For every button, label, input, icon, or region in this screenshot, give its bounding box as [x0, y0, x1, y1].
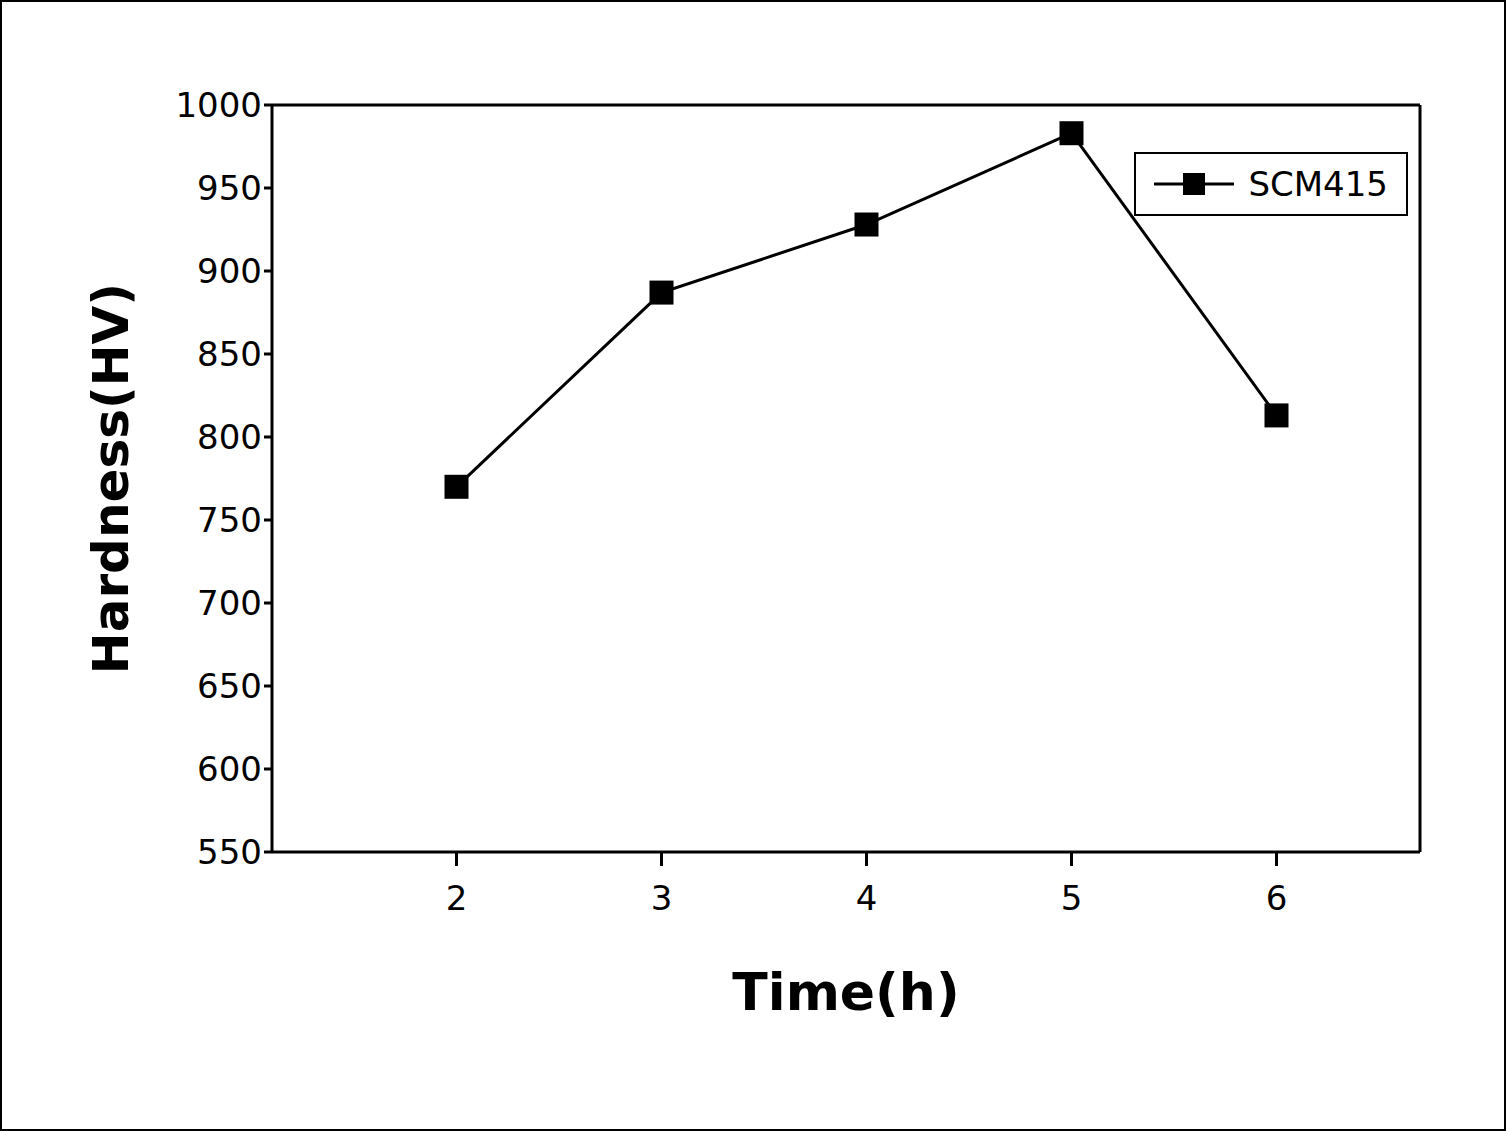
html-text:SCM415: SCM415	[1248, 164, 1388, 204]
svg-text:2: 2	[446, 878, 468, 918]
svg-text:3: 3	[651, 878, 673, 918]
svg-text:550: 550	[197, 832, 262, 872]
svg-text:Hardness(HV): Hardness(HV)	[82, 283, 140, 674]
svg-text:750: 750	[197, 500, 262, 540]
svg-text:900: 900	[197, 251, 262, 291]
svg-text:800: 800	[197, 417, 262, 457]
svg-text:1000: 1000	[175, 85, 262, 125]
svg-text:850: 850	[197, 334, 262, 374]
svg-text:600: 600	[197, 749, 262, 789]
svg-text:650: 650	[197, 666, 262, 706]
svg-text:5: 5	[1061, 878, 1083, 918]
svg-text:6: 6	[1266, 878, 1288, 918]
svg-text:950: 950	[197, 168, 262, 208]
svg-text:700: 700	[197, 583, 262, 623]
svg-text:4: 4	[856, 878, 878, 918]
svg-text:Time(h): Time(h)	[732, 962, 959, 1022]
